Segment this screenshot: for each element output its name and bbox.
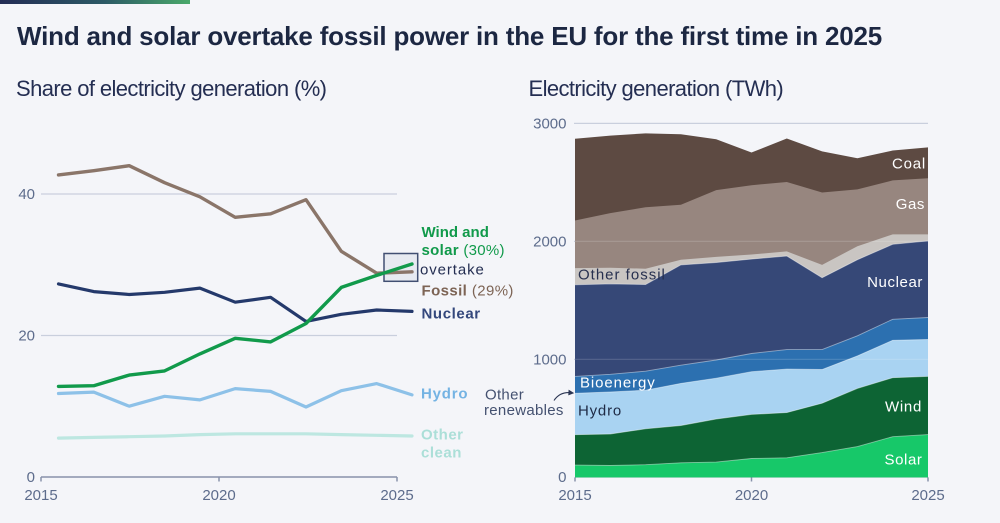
svg-text:solar (30%): solar (30%) — [422, 242, 505, 259]
svg-text:2000: 2000 — [533, 233, 566, 250]
svg-text:40: 40 — [18, 186, 35, 203]
svg-text:Nuclear: Nuclear — [867, 274, 923, 291]
svg-text:1000: 1000 — [533, 351, 566, 368]
svg-text:Wind and: Wind and — [422, 224, 489, 241]
svg-text:Hydro: Hydro — [578, 403, 622, 420]
svg-text:Fossil (29%): Fossil (29%) — [422, 282, 514, 299]
svg-text:0: 0 — [558, 469, 566, 486]
svg-text:Nuclear: Nuclear — [422, 305, 481, 322]
svg-text:2020: 2020 — [735, 487, 768, 504]
svg-text:2015: 2015 — [24, 487, 57, 504]
svg-text:Other: Other — [485, 386, 524, 403]
svg-text:2025: 2025 — [380, 487, 413, 504]
svg-text:2020: 2020 — [202, 487, 235, 504]
svg-text:Bioenergy: Bioenergy — [580, 375, 656, 392]
svg-text:Hydro: Hydro — [421, 385, 468, 402]
svg-text:Gas: Gas — [896, 196, 925, 213]
svg-text:renewables: renewables — [484, 402, 564, 419]
svg-text:Solar: Solar — [884, 452, 922, 469]
svg-text:Wind: Wind — [885, 399, 922, 416]
svg-text:Other: Other — [421, 426, 464, 443]
svg-text:20: 20 — [18, 328, 35, 345]
svg-text:clean: clean — [421, 444, 462, 461]
svg-text:2025: 2025 — [911, 487, 944, 504]
svg-text:2015: 2015 — [558, 487, 591, 504]
svg-text:3000: 3000 — [533, 115, 566, 132]
svg-text:0: 0 — [27, 469, 35, 486]
svg-text:overtake: overtake — [420, 262, 485, 279]
svg-text:Coal: Coal — [892, 156, 926, 173]
svg-text:Other fossil: Other fossil — [578, 267, 666, 284]
